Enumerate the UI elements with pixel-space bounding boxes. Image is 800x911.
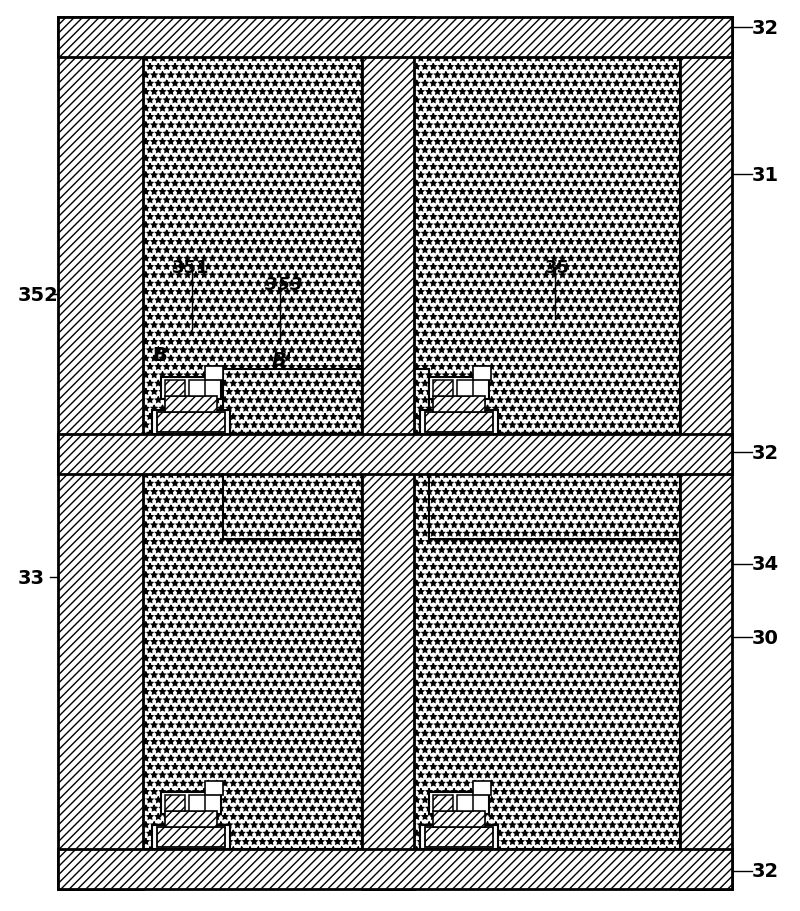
Bar: [189, 381, 205, 396]
Bar: [58, 849, 732, 889]
Text: 30: 30: [752, 628, 779, 647]
Bar: [58, 435, 732, 475]
Bar: [433, 795, 453, 811]
Bar: [165, 811, 217, 827]
Text: 35: 35: [545, 259, 570, 277]
Text: 353: 353: [265, 276, 302, 293]
Text: 31: 31: [752, 165, 779, 184]
Bar: [414, 58, 680, 435]
Text: 32: 32: [752, 443, 779, 462]
Bar: [473, 781, 491, 795]
Bar: [429, 793, 489, 814]
Text: 34: 34: [752, 555, 779, 574]
Text: 32: 32: [752, 862, 779, 881]
Bar: [433, 396, 485, 413]
Text: 352: 352: [18, 285, 58, 304]
Text: 33: 33: [18, 568, 45, 587]
Bar: [425, 827, 493, 847]
Text: B': B': [272, 350, 293, 369]
Bar: [414, 475, 680, 849]
Bar: [680, 18, 732, 889]
Bar: [157, 413, 225, 433]
Bar: [157, 827, 225, 847]
Bar: [165, 795, 185, 811]
Bar: [433, 381, 453, 396]
Bar: [433, 811, 485, 827]
Bar: [420, 825, 498, 849]
Text: 351: 351: [172, 259, 210, 277]
Bar: [189, 795, 205, 811]
Bar: [161, 793, 221, 814]
Bar: [420, 411, 498, 435]
Bar: [152, 411, 230, 435]
Bar: [362, 18, 414, 889]
Bar: [161, 377, 221, 400]
Bar: [165, 381, 185, 396]
Bar: [457, 795, 473, 811]
Bar: [205, 366, 223, 381]
Bar: [143, 58, 362, 435]
Bar: [143, 475, 362, 849]
Bar: [429, 377, 489, 400]
Bar: [58, 18, 143, 889]
Bar: [457, 381, 473, 396]
Bar: [425, 413, 493, 433]
Bar: [473, 366, 491, 381]
Bar: [165, 396, 217, 413]
Bar: [205, 781, 223, 795]
Text: 32: 32: [752, 18, 779, 37]
Bar: [152, 825, 230, 849]
Text: B: B: [152, 345, 166, 364]
Bar: [58, 18, 732, 58]
